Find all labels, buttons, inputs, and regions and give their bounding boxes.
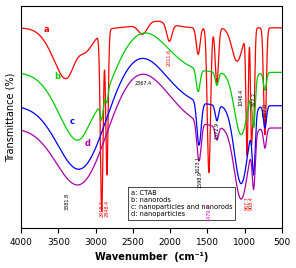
Text: 1372.9: 1372.9 (214, 122, 219, 139)
Text: d: d (84, 139, 90, 148)
Text: 967.7: 967.7 (244, 196, 250, 210)
Y-axis label: Transmittance (%): Transmittance (%) (6, 72, 16, 162)
Text: b: b (55, 72, 61, 81)
Text: 1598.9: 1598.9 (197, 171, 202, 188)
Text: a: CTAB
b: nanorods
c: nanoparticles and nanorods
d: nanoparticles: a: CTAB b: nanorods c: nanoparticles and… (131, 190, 232, 217)
Text: 1623.1: 1623.1 (196, 155, 201, 173)
Text: 2848.4: 2848.4 (104, 200, 110, 217)
Text: 727.0: 727.0 (263, 103, 267, 117)
Text: 2011.6: 2011.6 (167, 49, 172, 66)
Text: 1479.7: 1479.7 (206, 204, 211, 221)
Text: 3381.8: 3381.8 (65, 193, 70, 210)
Text: a: a (44, 25, 49, 34)
Text: c: c (70, 117, 75, 125)
Text: 1046.4: 1046.4 (239, 89, 244, 106)
Text: 2918.7: 2918.7 (99, 200, 104, 217)
Text: 2367.4: 2367.4 (134, 81, 151, 86)
Text: 877.2: 877.2 (251, 92, 256, 106)
X-axis label: Wavenumber  (cm⁻¹): Wavenumber (cm⁻¹) (95, 252, 208, 262)
Text: 908.4: 908.4 (249, 196, 254, 210)
